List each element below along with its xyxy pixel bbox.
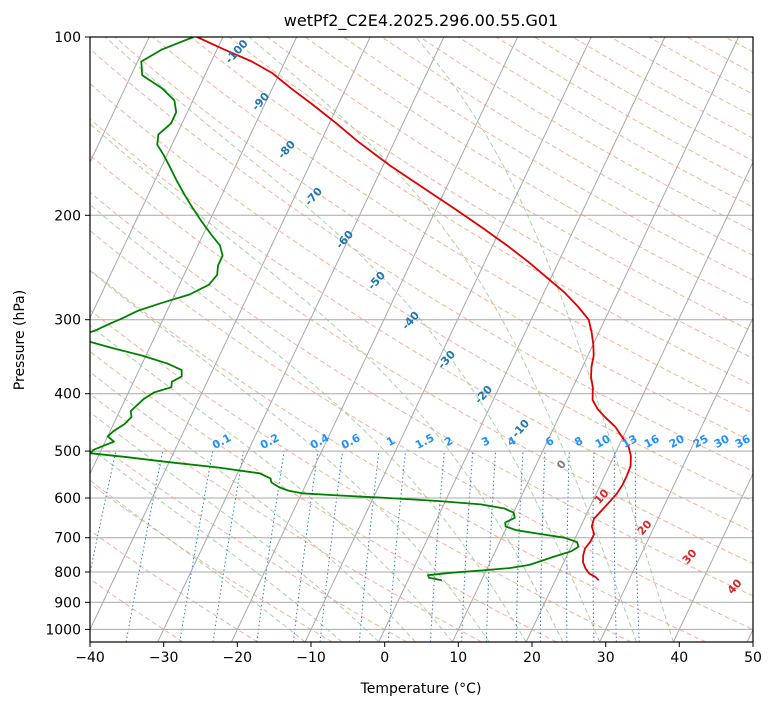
x-axis-label: Temperature (°C) (360, 681, 482, 697)
isotherm (451, 37, 740, 642)
moist-adiabat (415, 37, 674, 642)
y-tick-label: 500 (54, 444, 81, 460)
mixing-ratio-line (319, 451, 344, 642)
mixing-ratio-label: 16 (642, 432, 662, 451)
moist-adiabat (90, 204, 527, 642)
dry-adiabat (267, 37, 753, 333)
x-tick-label: 40 (670, 650, 688, 666)
x-tick-label: −10 (296, 650, 326, 666)
y-tick-label: 100 (54, 30, 81, 46)
x-tick-label: −40 (75, 650, 105, 666)
dry-adiabat (90, 48, 753, 472)
moist-adiabat (90, 123, 564, 642)
dewpoint-line (90, 37, 580, 582)
mixing-ratio-line (212, 451, 245, 642)
mixing-ratio-label: 30 (712, 432, 732, 451)
x-tick-label: −20 (223, 650, 253, 666)
y-tick-label: 400 (54, 387, 81, 403)
x-tick-label: 50 (744, 650, 762, 666)
mixing-ratio-line (358, 451, 380, 642)
isotherms (90, 37, 753, 642)
y-axis-label: Pressure (hPa) (12, 290, 28, 390)
isotherm (90, 37, 371, 631)
dry-adiabat (90, 269, 707, 642)
moist-adiabat (90, 447, 343, 642)
isotherm (157, 37, 445, 642)
plot-frame (89, 36, 754, 643)
isotherm (599, 316, 753, 642)
dry-adiabat (90, 437, 408, 642)
mixing-ratio-label: 10 (593, 432, 613, 451)
y-tick-label: 900 (54, 595, 81, 611)
isotherm (378, 37, 666, 642)
temperature-line (196, 37, 632, 581)
y-tick-label: 800 (54, 565, 81, 581)
y-tick-label: 600 (54, 491, 81, 507)
dry-adiabat (90, 350, 557, 642)
dry-adiabat (90, 578, 184, 642)
moist-adiabat (90, 324, 453, 642)
dry-adiabat (90, 309, 632, 642)
dry-adiabat (90, 191, 753, 597)
mixing-ratio-line (387, 451, 406, 642)
mixing-ratio-label: 36 (733, 432, 753, 451)
x-axis-ticks: −40 −30 −20 −10 0 10 20 30 40 50 (75, 642, 762, 666)
y-tick-label: 1000 (45, 622, 81, 638)
isotherm (90, 37, 298, 475)
y-tick-label: 200 (54, 208, 81, 224)
dry-adiabat (190, 37, 753, 387)
moist-adiabat (90, 270, 490, 642)
moist-adiabat (104, 37, 601, 642)
x-tick-label: 10 (449, 650, 467, 666)
isotherm (230, 37, 519, 642)
dry-adiabat (305, 37, 753, 307)
isotherm (672, 472, 753, 642)
y-tick-label: 700 (54, 531, 81, 547)
dry-adiabat (228, 37, 753, 359)
y-axis-ticks: 100 200 300 400 500 600 700 800 900 1000 (45, 30, 90, 638)
x-tick-label: 0 (380, 650, 389, 666)
moist-adiabat (90, 371, 416, 642)
moist-adiabat (248, 37, 638, 642)
dry-adiabat (90, 83, 753, 502)
dry-adiabat (90, 230, 753, 630)
mixing-ratio-label: 20 (667, 432, 687, 451)
x-tick-label: 20 (523, 650, 541, 666)
dry-adiabat (90, 118, 753, 533)
mixing-ratio-label: 25 (691, 432, 711, 451)
x-tick-label: −30 (149, 650, 179, 666)
mixing-ratio-line (256, 451, 285, 642)
isotherm (90, 37, 224, 320)
profile-series (90, 37, 632, 582)
chart-title: wetPf2_C2E4.2025.296.00.55.G01 (284, 11, 558, 31)
isobars (90, 37, 753, 630)
x-tick-label: 30 (597, 650, 615, 666)
dry-adiabat (90, 482, 333, 642)
dry-adiabats (90, 37, 753, 642)
y-tick-label: 300 (54, 313, 81, 329)
isotherm (90, 37, 150, 164)
isotherm (304, 37, 592, 642)
mixing-ratio-label: 13 (620, 432, 640, 451)
